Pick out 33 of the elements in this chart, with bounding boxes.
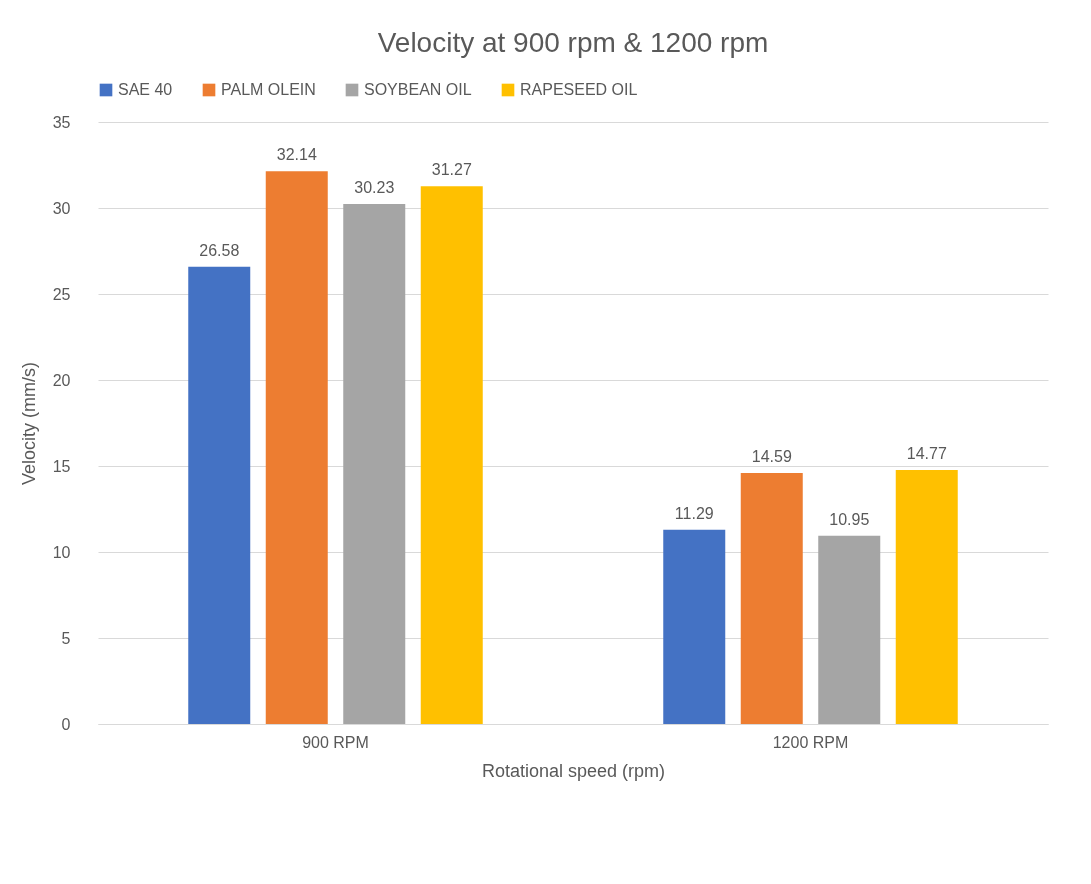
- bar: [343, 204, 406, 724]
- data-label: 11.29: [674, 504, 714, 522]
- data-label: 14.77: [906, 444, 947, 462]
- chart-title: Velocity at 900 rpm & 1200 rpm: [377, 27, 769, 58]
- legend-label: PALM OLEIN: [221, 81, 316, 98]
- bar: [420, 186, 483, 724]
- x-tick-label: 900 RPM: [302, 733, 369, 751]
- x-tick-label: 1200 RPM: [772, 733, 849, 751]
- data-label: 32.14: [276, 146, 317, 164]
- data-label: 31.27: [431, 161, 472, 179]
- x-axis-title: Rotational speed (rpm): [481, 760, 666, 781]
- y-axis-title: Velocity (mm/s): [18, 361, 39, 486]
- y-tick-label: 10: [52, 543, 71, 561]
- bar: [740, 473, 803, 724]
- y-tick-label: 15: [52, 457, 71, 475]
- y-tick-label: 5: [61, 629, 71, 647]
- bar: [265, 171, 328, 724]
- data-label: 14.59: [751, 448, 792, 466]
- data-label: 26.58: [199, 241, 240, 259]
- y-tick-label: 25: [52, 285, 71, 303]
- y-tick-label: 30: [52, 199, 71, 217]
- legend-label: SOYBEAN OIL: [364, 81, 472, 98]
- legend-label: SAE 40: [118, 81, 173, 98]
- bar: [188, 266, 251, 724]
- y-tick-label: 20: [52, 371, 71, 389]
- legend-label: RAPESEED OIL: [520, 81, 638, 98]
- bar: [663, 529, 726, 724]
- y-tick-label: 35: [52, 113, 71, 131]
- y-tick-label: 0: [61, 715, 71, 733]
- data-label: 10.95: [829, 510, 870, 528]
- bar: [818, 535, 881, 724]
- bar: [895, 469, 958, 724]
- data-label: 30.23: [354, 179, 395, 197]
